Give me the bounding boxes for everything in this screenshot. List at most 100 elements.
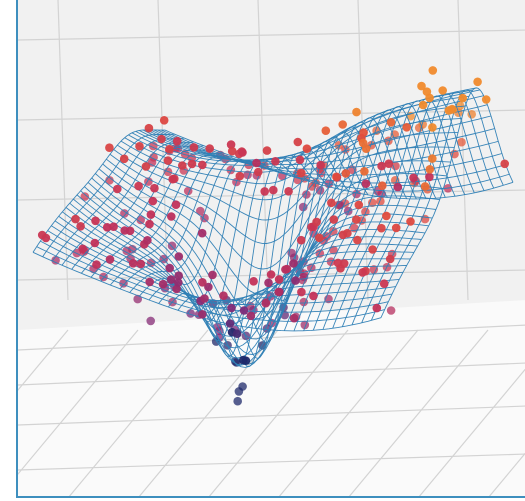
grid-line xyxy=(418,368,525,496)
grid-line xyxy=(57,0,69,301)
data-point xyxy=(386,118,396,127)
data-point xyxy=(141,162,151,171)
data-point xyxy=(246,311,256,321)
data-point xyxy=(200,294,209,303)
data-point xyxy=(393,182,403,192)
grid-line xyxy=(18,329,69,391)
data-point xyxy=(312,217,321,227)
data-point xyxy=(284,187,293,196)
surface-line xyxy=(42,133,175,257)
grid-line xyxy=(18,324,525,351)
data-point xyxy=(417,81,426,91)
data-point xyxy=(467,110,477,119)
data-point xyxy=(133,294,142,304)
data-point xyxy=(105,255,115,264)
grid-line xyxy=(18,362,525,386)
data-point xyxy=(120,226,129,235)
data-point xyxy=(282,264,292,274)
data-point xyxy=(382,211,391,221)
data-point xyxy=(102,223,112,232)
data-point xyxy=(198,160,207,170)
data-point xyxy=(145,219,154,229)
data-point xyxy=(260,187,269,196)
data-point xyxy=(198,310,207,319)
data-point xyxy=(238,148,247,157)
data-point xyxy=(51,255,60,265)
surface-line xyxy=(129,158,262,293)
data-point xyxy=(391,223,401,233)
data-point xyxy=(338,230,348,240)
data-point xyxy=(119,154,129,164)
data-point xyxy=(291,276,300,285)
data-point xyxy=(166,275,176,284)
data-point xyxy=(418,100,428,110)
data-point xyxy=(386,306,396,315)
data-point xyxy=(402,123,412,132)
data-point xyxy=(167,212,176,221)
data-point xyxy=(178,161,187,170)
grid-line xyxy=(488,452,525,496)
data-point xyxy=(352,189,361,199)
data-point xyxy=(409,173,418,183)
grid-line xyxy=(68,329,209,496)
data-point xyxy=(384,159,394,168)
data-point xyxy=(406,217,415,226)
data-point xyxy=(425,165,435,174)
data-point xyxy=(150,183,159,193)
data-point xyxy=(171,200,181,209)
data-point xyxy=(172,284,181,294)
data-point xyxy=(352,107,361,117)
chart-plot xyxy=(18,0,525,496)
data-point xyxy=(261,298,271,308)
data-point xyxy=(134,181,143,191)
surface-line xyxy=(119,158,253,290)
data-point xyxy=(159,116,169,125)
data-point xyxy=(262,146,272,155)
data-point xyxy=(271,157,280,166)
grid-line xyxy=(18,405,525,426)
data-point xyxy=(136,259,146,269)
data-point xyxy=(252,158,261,168)
data-point xyxy=(289,259,298,268)
data-point xyxy=(458,93,468,103)
data-point xyxy=(174,271,183,281)
surface-line xyxy=(100,154,233,282)
data-point xyxy=(338,120,348,129)
data-point xyxy=(144,123,154,133)
grid-line xyxy=(18,109,525,121)
data-point xyxy=(120,209,129,218)
surface-line xyxy=(245,131,379,328)
data-point xyxy=(157,134,166,144)
data-point xyxy=(448,105,457,114)
surface-line xyxy=(303,106,437,331)
surface-line xyxy=(312,103,446,331)
data-point xyxy=(428,123,437,132)
data-point xyxy=(296,235,306,245)
data-point xyxy=(425,172,434,182)
grid-line xyxy=(278,329,419,496)
floor-pane xyxy=(18,300,525,496)
data-point xyxy=(289,313,299,323)
data-point xyxy=(148,196,158,206)
data-point xyxy=(71,214,80,224)
data-point xyxy=(168,174,177,184)
surface-line xyxy=(380,87,514,318)
data-point xyxy=(225,319,235,328)
data-point xyxy=(329,215,339,224)
data-point xyxy=(76,222,85,231)
data-point xyxy=(146,210,156,219)
data-point xyxy=(233,396,242,406)
data-point xyxy=(163,156,173,165)
data-point xyxy=(197,228,207,238)
grid-line xyxy=(208,329,349,496)
data-point xyxy=(391,161,400,171)
data-point xyxy=(274,275,284,284)
surface-line xyxy=(90,152,224,278)
data-point xyxy=(368,198,377,207)
data-point xyxy=(378,181,387,190)
surface-line xyxy=(235,136,369,326)
data-point xyxy=(368,245,377,254)
data-point xyxy=(341,169,351,178)
data-point xyxy=(158,279,168,289)
data-point xyxy=(372,303,382,313)
